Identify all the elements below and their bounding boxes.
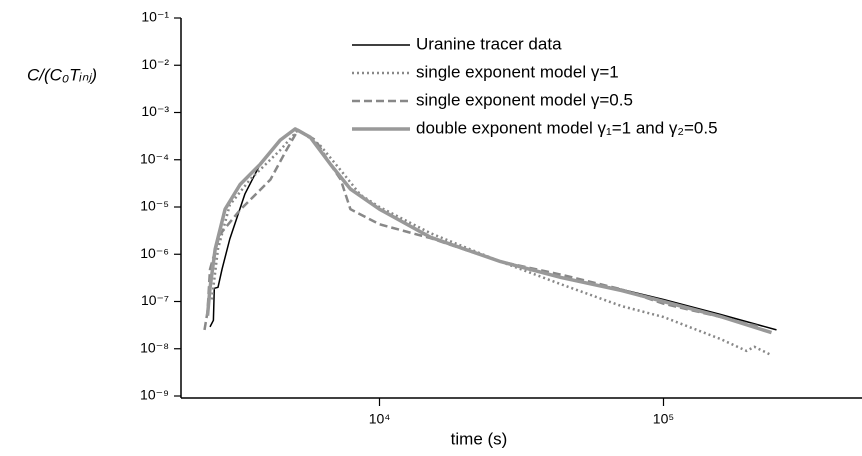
series-line [210,128,770,356]
y-tick-label: 10⁻⁴ [140,150,169,166]
series-line [209,128,777,331]
y-tick-label: 10⁻² [141,56,169,72]
legend-label: Uranine tracer data [416,34,562,53]
legend-label: single exponent model γ=0.5 [416,90,633,109]
x-tick-label: 10⁵ [653,411,674,427]
y-tick-label: 10⁻¹ [141,9,169,25]
y-axis-label: C/(C₀Tᵢₙⱼ) [27,65,97,84]
x-tick-label: 10⁴ [369,411,391,427]
x-axis-label: time (s) [451,429,508,448]
series-line [203,128,762,331]
y-tick-label: 10⁻⁹ [140,387,169,403]
y-tick-label: 10⁻⁷ [141,292,169,308]
y-tick-label: 10⁻³ [141,103,169,119]
y-tick-label: 10⁻⁵ [140,198,169,214]
series-line [205,127,773,335]
legend-label: single exponent model γ=1 [416,62,619,81]
y-tick-label: 10⁻⁸ [140,339,169,355]
y-tick-label: 10⁻⁶ [140,245,169,261]
legend-label: double exponent model γ₁=1 and γ₂=0.5 [416,118,718,137]
